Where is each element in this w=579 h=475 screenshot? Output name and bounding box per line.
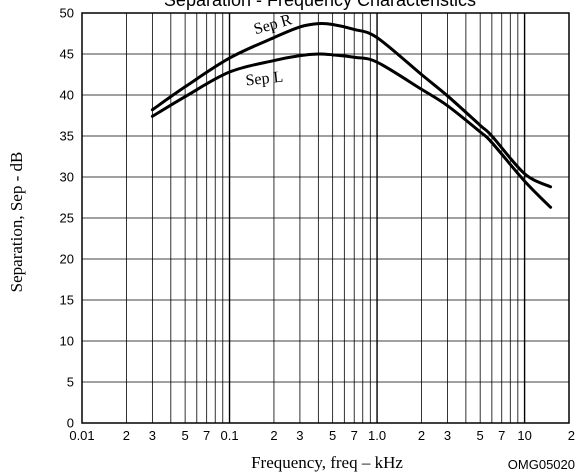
x-tick-label: 10 (517, 428, 531, 443)
x-tick-label: 0.01 (69, 428, 94, 443)
x-tick-label: 7 (203, 428, 210, 443)
x-tick-label: 2 (568, 428, 575, 443)
y-tick-label: 50 (60, 6, 74, 21)
series-lines: Sep R Sep L (150, 11, 553, 209)
y-tick-label: 20 (60, 252, 74, 267)
series-label: Sep R (252, 11, 294, 38)
x-tick-label: 5 (477, 428, 484, 443)
x-tick-label: 2 (418, 428, 425, 443)
plot-frame (81, 12, 570, 424)
series-line-sep-r (150, 21, 553, 189)
y-tick-label: 25 (60, 211, 74, 226)
x-tick-label: 0.1 (220, 428, 238, 443)
y-tick-labels: 0 5 10 15 20 25 30 35 40 45 50 (60, 6, 74, 431)
grid-lines (82, 13, 569, 423)
x-tick-label: 2 (123, 428, 130, 443)
y-tick-label: 45 (60, 47, 74, 62)
y-tick-label: 0 (67, 416, 74, 431)
series-label: Sep L (245, 69, 284, 90)
y-tick-label: 35 (60, 129, 74, 144)
y-axis-label: Separation, Sep - dB (7, 152, 26, 293)
x-tick-label: 1.0 (368, 428, 386, 443)
x-tick-label: 3 (296, 428, 303, 443)
x-tick-label: 7 (351, 428, 358, 443)
x-tick-label: 5 (329, 428, 336, 443)
x-tick-label: 3 (149, 428, 156, 443)
y-tick-label: 5 (67, 375, 74, 390)
x-tick-label: 5 (182, 428, 189, 443)
y-tick-label: 15 (60, 293, 74, 308)
x-axis-label: Frequency, freq – kHz (251, 453, 403, 472)
chart-title: Separation - Frequency Characteristics (164, 0, 476, 10)
y-tick-label: 30 (60, 170, 74, 185)
figure-code: OMG05020 (508, 457, 575, 472)
x-tick-labels: 0.01 2 3 5 7 0.1 2 3 5 7 1.0 2 3 5 7 10 2 (69, 428, 575, 443)
y-tick-label: 40 (60, 88, 74, 103)
x-tick-label: 7 (498, 428, 505, 443)
series-line-sep-l (150, 52, 553, 209)
y-tick-label: 10 (60, 334, 74, 349)
x-tick-label: 2 (270, 428, 277, 443)
x-tick-label: 3 (444, 428, 451, 443)
